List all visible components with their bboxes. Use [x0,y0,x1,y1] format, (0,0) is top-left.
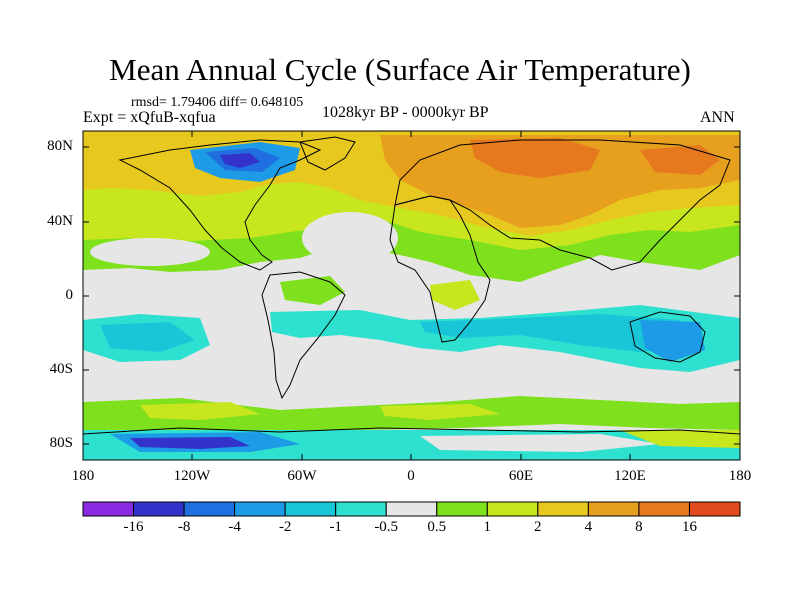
period-label: 1028kyr BP - 0000kyr BP [322,104,489,121]
colorbar-swatch [587,501,640,517]
map-title: Mean Annual Cycle (Surface Air Temperatu… [109,52,691,87]
colorbar-swatch [284,501,337,517]
colorbar-label: -8 [177,519,191,535]
colorbar-label: 1 [483,519,492,535]
field-warm-1-southern-2 [380,404,500,420]
colorbar-swatch [638,501,690,517]
lat-tick-40n: 40N [47,213,73,229]
colorbar-swatch [335,501,387,517]
field-cool-1-spacific [100,322,195,352]
colorbar-swatch [436,501,488,517]
field-warm-1-africa [430,280,480,310]
field-neutral-pacific [90,238,210,266]
field-neutral-atlantic [302,212,398,264]
coast-north-america [118,139,322,271]
colorbar-label: -16 [123,519,144,535]
axis-ticks [83,131,740,460]
field-warm-8-east [640,145,720,175]
stats-text: rmsd= 1.79406 diff= 0.648105 [131,95,304,110]
field-cool-8-canada [220,153,260,168]
lat-tick-80s: 80S [49,435,73,451]
field-neutral-antarctica [420,434,660,452]
coast-australia [629,311,706,363]
lat-tick-0: 0 [65,287,74,303]
colorbar-label: 8 [635,519,643,535]
colorbar-label: 0.5 [427,519,447,535]
field-warm-1-southern [140,402,260,420]
lon-tick-60w: 60W [287,468,317,484]
coast-south-america [261,271,346,400]
field-slight-warm-amazon [280,276,345,305]
lon-tick-180e: 180 [728,468,752,484]
coastlines [83,136,740,435]
colorbar-label: -4 [228,519,241,535]
anomaly-field [83,131,740,460]
colorbar-swatch [486,501,539,517]
field-cool-8-antarctica [130,437,250,449]
coast-antarctica [83,427,740,435]
colorbar-label: 4 [584,519,593,535]
coast-africa [389,195,491,343]
lat-tick-80n: 80N [47,138,73,154]
colorbar-label: -1 [329,519,342,535]
lon-tick-120w: 120W [173,468,211,484]
colorbar-swatch [183,501,236,517]
colorbar-label: -0.5 [374,519,399,535]
colorbar-swatch [133,501,185,517]
colorbar-swatch [537,501,589,517]
colorbar [82,501,741,517]
field-cool-2-australia [640,320,705,362]
colorbar-swatch [688,501,741,517]
experiment-label: Expt = xQfuB-xqfua [83,109,216,126]
lat-tick-40s: 40S [49,361,73,377]
field-cool-1-indian [420,314,690,352]
colorbar-swatch [82,501,135,517]
colorbar-label: -2 [278,519,292,535]
colorbar-swatch [385,501,438,517]
season-label: ANN [700,109,735,126]
colorbar-label: 16 [682,519,697,535]
coast-greenland [299,136,356,171]
lon-tick-0: 0 [407,468,415,484]
lon-tick-180w: 180 [71,468,95,484]
colorbar-swatch [234,501,286,517]
colorbar-label: 2 [534,519,542,535]
lon-tick-60e: 60E [508,468,534,484]
coast-eurasia [394,139,731,271]
field-warm-1-antarctica [620,430,740,448]
lon-tick-120e: 120E [614,468,646,484]
field-warm-8-siberia [470,138,600,178]
